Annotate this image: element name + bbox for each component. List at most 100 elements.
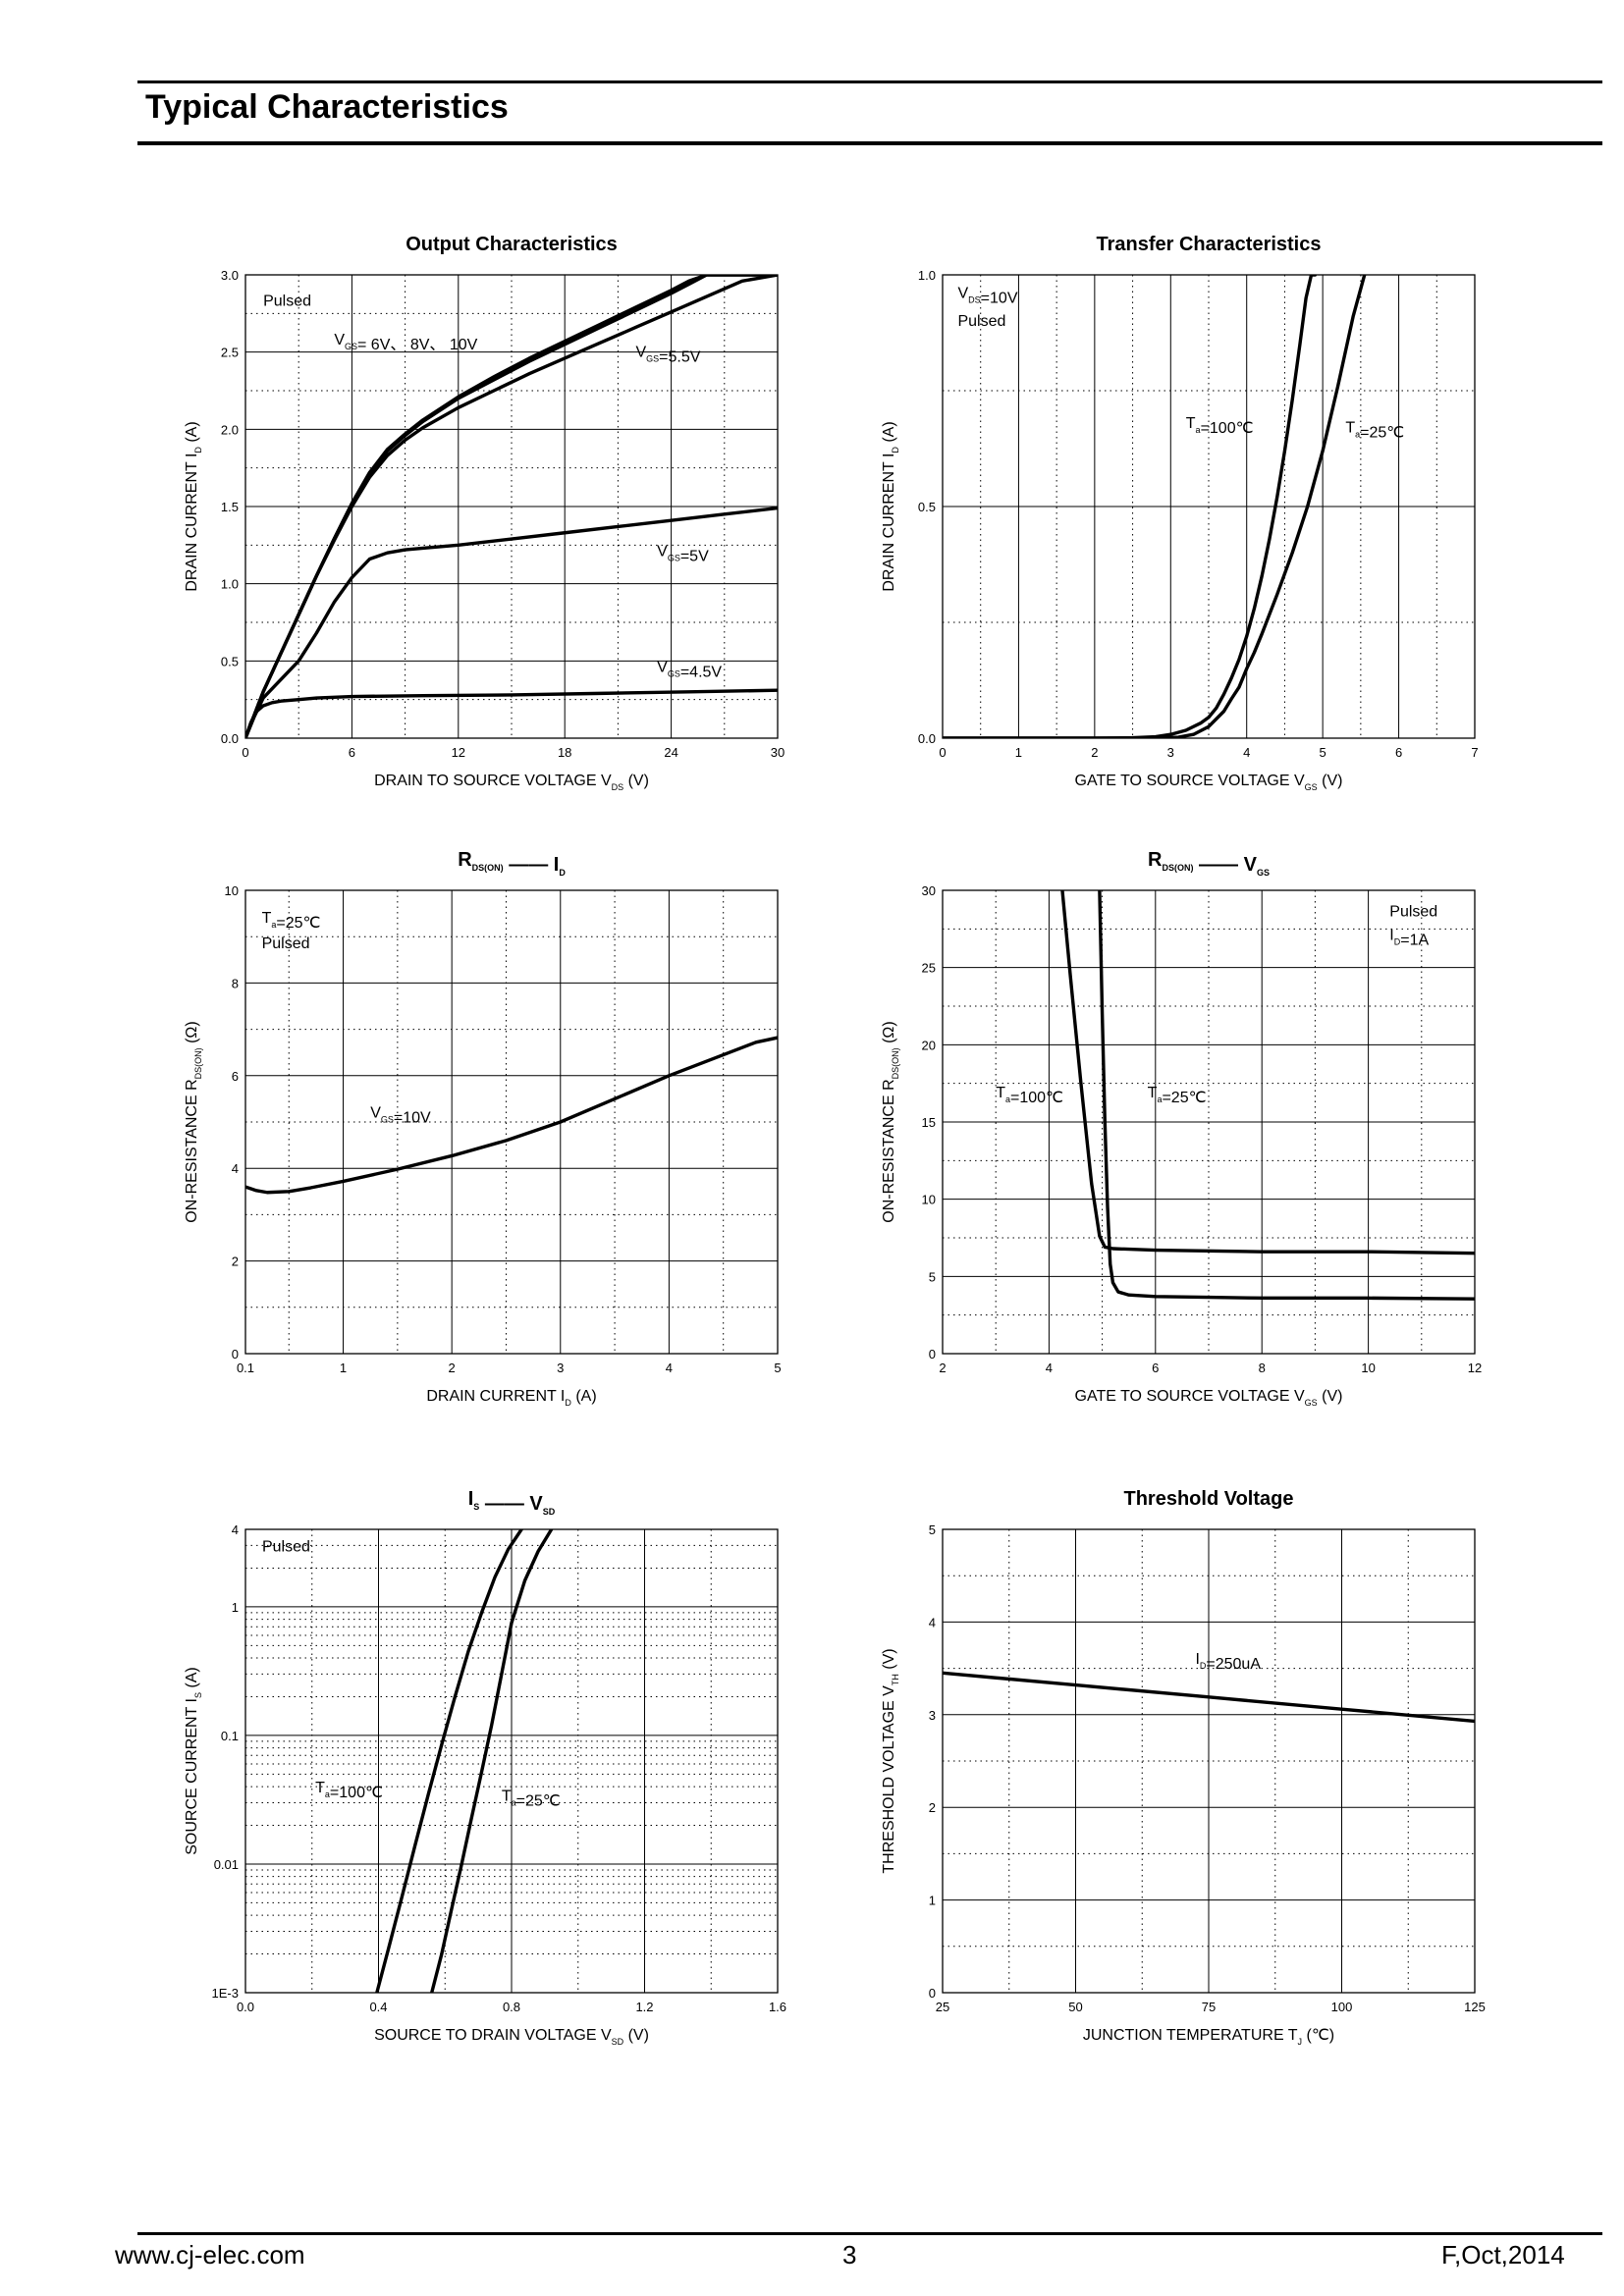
y-tick-label: 30 [922,883,936,898]
x-tick-label: 0 [939,745,946,760]
x-axis-label: JUNCTION TEMPERATURE TJ (℃) [1083,2027,1334,2047]
chart-title: RDS(ON) —— ID [458,849,566,878]
curve-annotation: Ta=25℃ [502,1789,561,1810]
x-tick-label: 10 [1361,1361,1375,1375]
y-tick-label: 0 [929,1347,936,1362]
y-tick-label: 2 [232,1255,239,1269]
y-tick-label: 1 [232,1600,239,1615]
plot-frame [942,889,1476,1355]
y-tick-label: 0.0 [221,731,239,746]
x-axis-label: GATE TO SOURCE VOLTAGE VGS (V) [1075,773,1343,792]
y-tick-label: 3.0 [221,268,239,283]
x-axis-label: GATE TO SOURCE VOLTAGE VGS (V) [1075,1388,1343,1408]
x-tick-label: 6 [1395,745,1402,760]
curve-annotation: VGS=5V [657,543,709,564]
x-tick-label: 6 [349,745,355,760]
x-tick-label: 18 [558,745,571,760]
y-tick-label: 0.0 [918,731,936,746]
curve-annotation: Ta=25℃ [1345,419,1404,441]
chart-title: IS —— VSD [468,1488,556,1517]
y-tick-label: 1.0 [221,577,239,592]
y-axis-label: ON-RESISTANCE RDS(ON) (Ω) [881,1021,900,1222]
curve-annotation: VGS=10V [370,1104,431,1126]
curve-annotation: ID=1A [1389,927,1429,948]
y-tick-label: 2 [929,1800,936,1815]
curve-annotation: VGS= 6V、 8V、 10V [334,332,477,353]
series-line [1098,890,1475,1301]
footer-rule [137,2232,1602,2235]
y-tick-label: 4 [929,1615,936,1629]
y-axis-label: THRESHOLD VOLTAGE VTH (V) [881,1648,900,1873]
series-line [943,275,1367,738]
curve-annotation: Ta=100℃ [996,1085,1063,1106]
y-tick-label: 1.5 [221,500,239,514]
curve-annotation: VGS=5.5V [635,344,700,365]
series-line [430,1529,554,1993]
footer-page-number: 3 [842,2240,857,2269]
series-line [245,688,778,738]
y-tick-label: 0.5 [221,654,239,668]
footer-revision: F,Oct,2014 [1441,2240,1565,2269]
y-tick-label: 0.5 [918,500,936,514]
y-tick-label: 15 [922,1115,936,1130]
x-tick-label: 0.0 [237,2000,254,2014]
header-rule [137,141,1602,145]
y-tick-label: 6 [232,1069,239,1084]
curve-annotation: Pulsed [262,1538,310,1555]
x-tick-label: 8 [1259,1361,1266,1375]
rdson-vs-vgs-chart: RDS(ON) —— VGS 2 4 6 8 10 12 0 5 10 15 20 25 30 GATE T… [881,849,1482,1408]
x-tick-label: 30 [771,745,785,760]
x-tick-label: 0.1 [237,1361,254,1375]
rdson-vs-id-chart: RDS(ON) —— ID 0.1 1 2 3 4 5 0 2 4 6 8 10 DRAIN CURREN… [184,849,782,1408]
y-tick-label: 2.0 [221,422,239,437]
top-rule [137,80,1602,83]
page-title: Typical Characteristics [145,88,509,126]
curve-annotation: Pulsed [262,935,310,952]
x-tick-label: 75 [1202,2000,1216,2014]
y-tick-label: 2.5 [221,346,239,360]
x-tick-label: 0 [242,745,248,760]
series-line [245,1036,778,1195]
x-tick-label: 4 [1046,1361,1053,1375]
plot-frame [244,889,779,1355]
chart-title: Output Characteristics [406,234,618,255]
curve-annotation: Pulsed [1389,904,1437,921]
x-axis-label: DRAIN CURRENT ID (A) [426,1388,596,1408]
curve-annotation: Pulsed [957,313,1005,330]
series-line [245,506,778,738]
y-tick-label: 4 [232,1161,239,1176]
transfer-characteristics-chart: Transfer Characteristics 0 1 2 3 4 5 6 7 0.0 0.5 1.… [881,234,1479,792]
plot-frame [244,1528,779,1994]
footer-website: www.cj-elec.com [115,2240,305,2269]
y-axis-label: DRAIN CURRENT ID (A) [184,421,203,591]
series-line [943,1671,1475,1724]
curve-annotation: Ta=25℃ [262,910,321,932]
x-tick-label: 1.2 [635,2000,653,2014]
y-tick-label: 5 [929,1522,936,1537]
x-tick-label: 7 [1471,745,1478,760]
x-tick-label: 2 [1091,745,1098,760]
x-tick-label: 4 [1243,745,1250,760]
x-tick-label: 100 [1331,2000,1353,2014]
curve-annotation: Pulsed [263,293,311,309]
y-axis-label: DRAIN CURRENT ID (A) [881,421,900,591]
x-tick-label: 125 [1464,2000,1486,2014]
y-tick-label: 10 [922,1193,936,1207]
y-tick-label: 25 [922,961,936,976]
y-tick-label: 5 [929,1269,936,1284]
y-tick-label: 0 [232,1347,239,1362]
y-tick-label: 3 [929,1708,936,1723]
plot-frame [942,274,1476,739]
y-tick-label: 0.01 [214,1857,239,1872]
output-characteristics-chart: Output Characteristics 0 6 12 18 24 30 0.0 0.5 1.… [184,234,785,792]
threshold-voltage-chart: Threshold Voltage 25 50 75 100 125 0 1 2 3 4 5 JUNCT… [881,1488,1486,2047]
x-axis-label: SOURCE TO DRAIN VOLTAGE VSD (V) [374,2027,649,2047]
curve-annotation: VDS=10V [957,286,1017,307]
series-line [375,1529,523,1993]
x-tick-label: 1.6 [769,2000,786,2014]
x-tick-label: 25 [936,2000,949,2014]
x-tick-label: 3 [1167,745,1174,760]
y-tick-label: 1E-3 [212,1986,239,2001]
x-tick-label: 2 [939,1361,946,1375]
x-tick-label: 5 [1320,745,1326,760]
